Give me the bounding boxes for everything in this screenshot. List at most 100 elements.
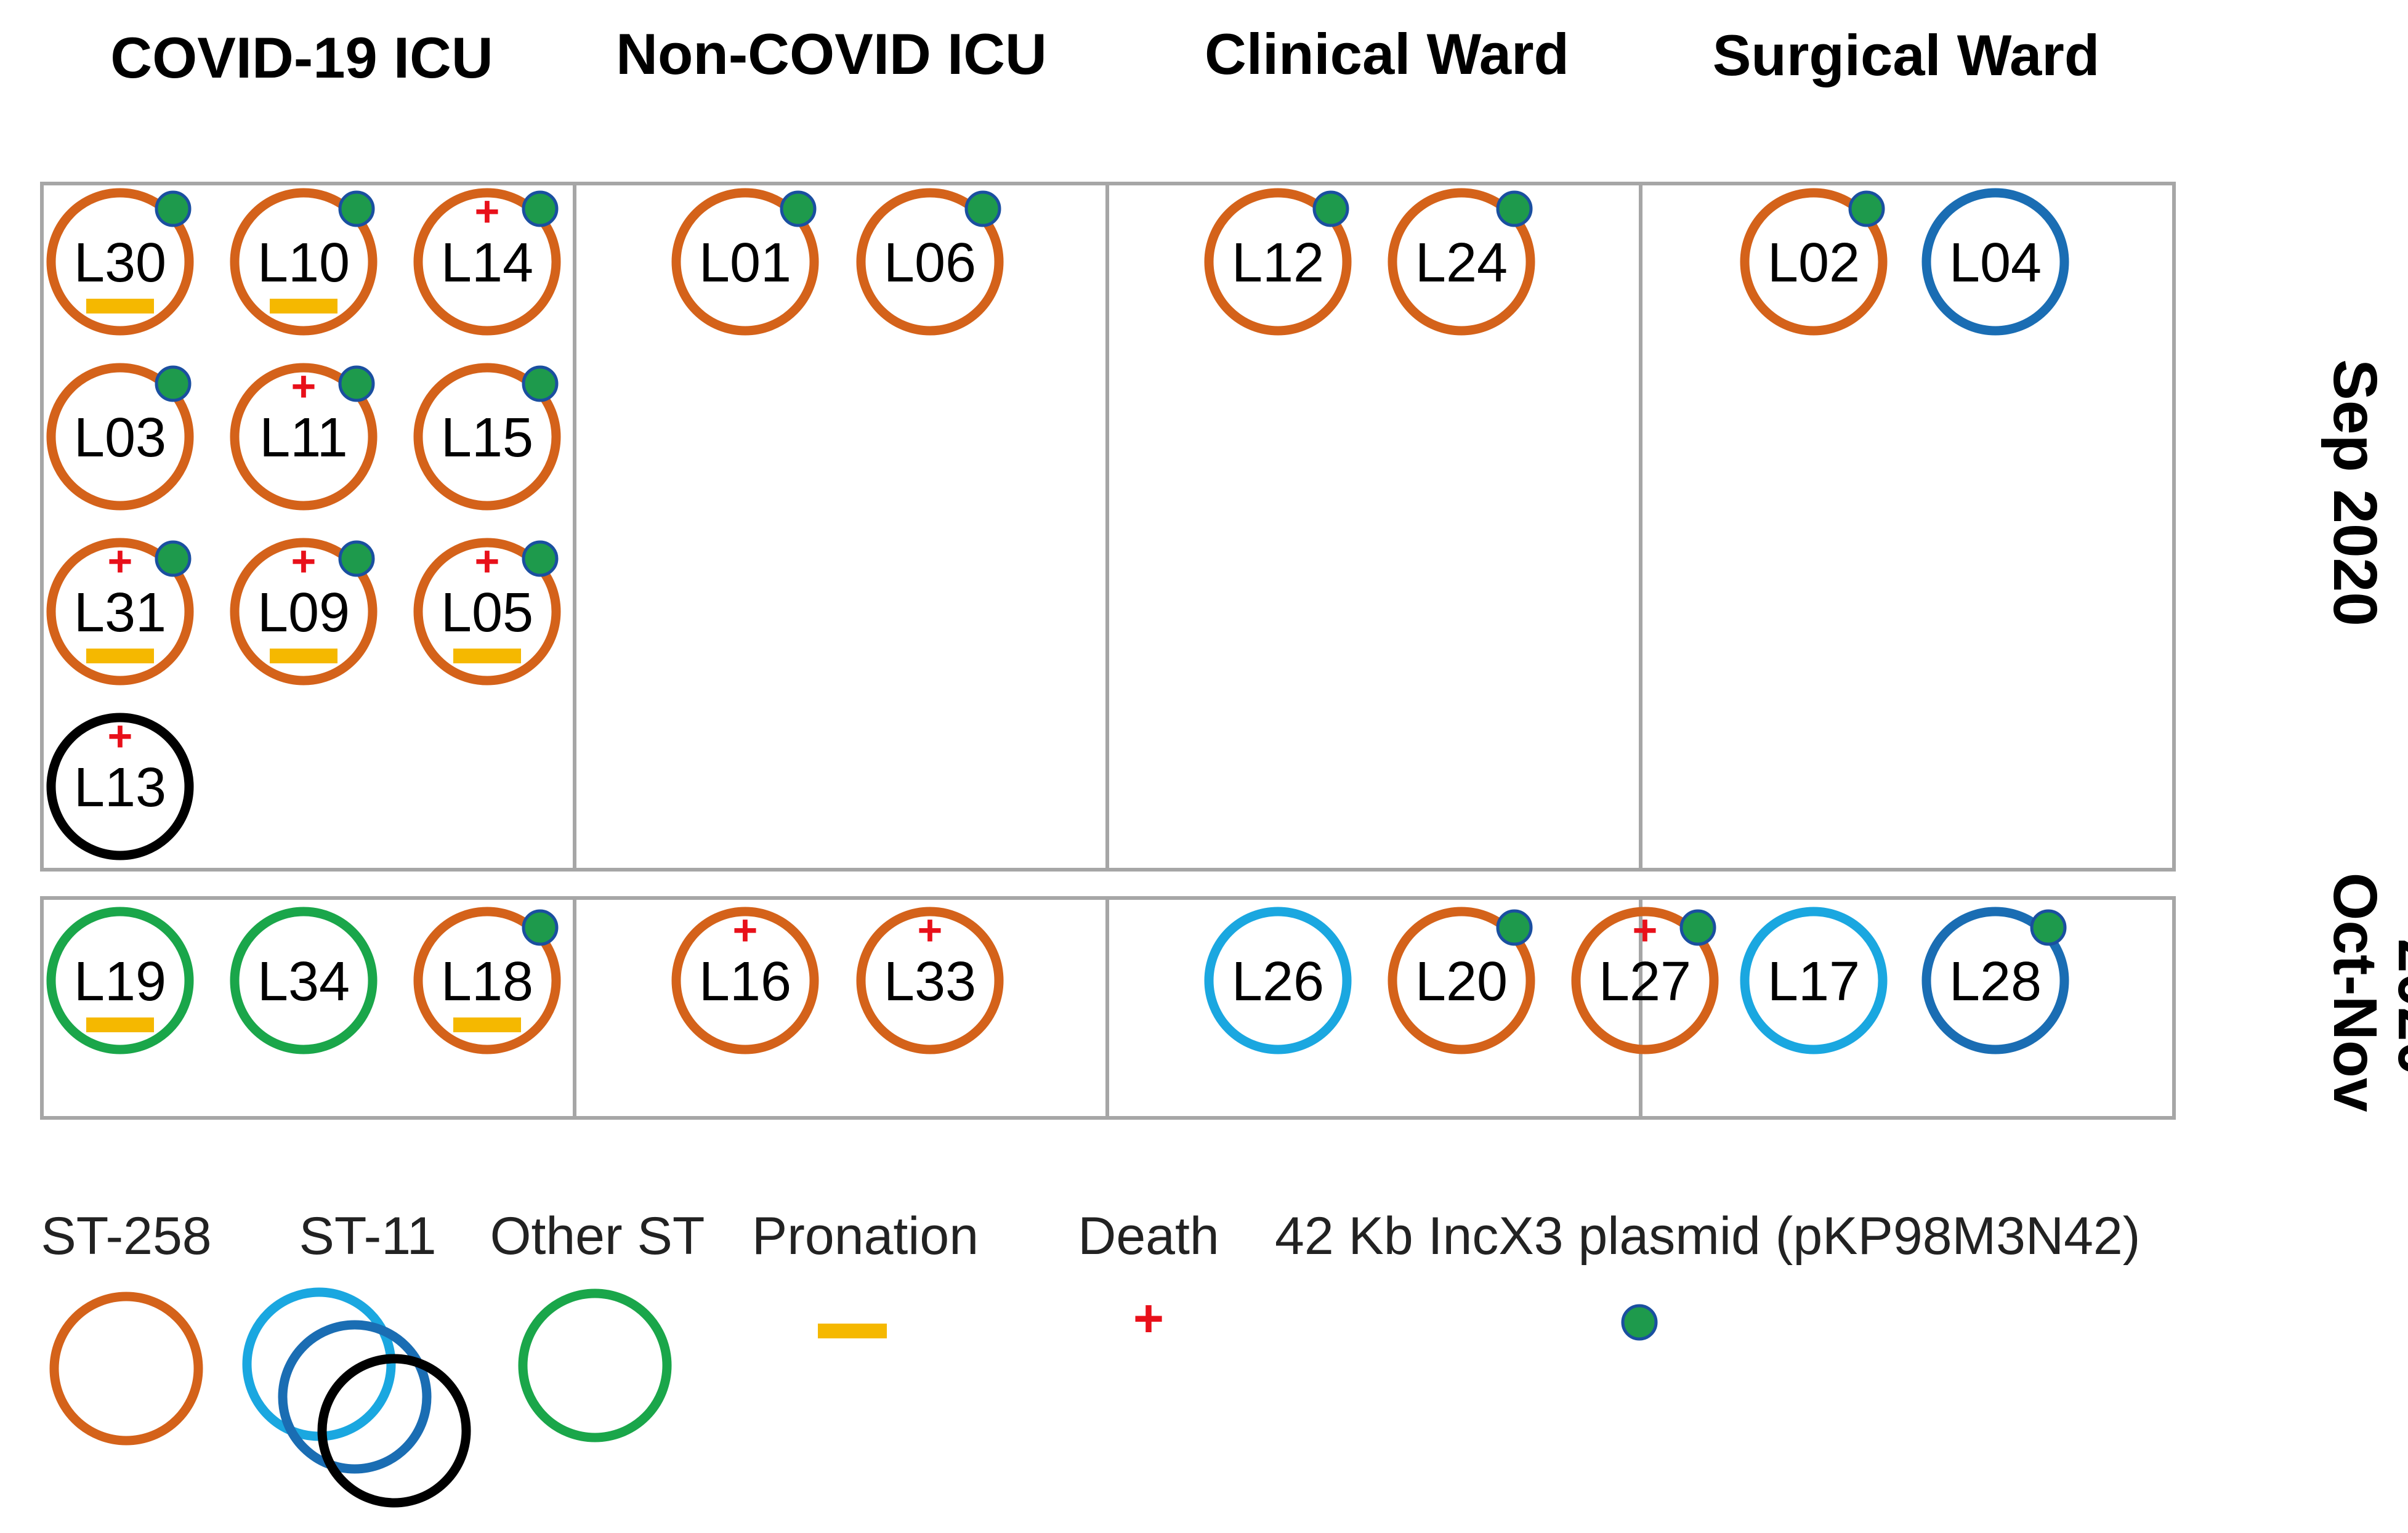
isolate-label: L31	[74, 582, 166, 644]
plasmid-dot-icon	[155, 540, 192, 577]
isolate-label: L33	[884, 951, 976, 1013]
isolate-label: L16	[699, 951, 791, 1013]
legend: ST-258 ST-11 Other ST Pronation Death + …	[41, 1207, 2140, 1508]
legend-pronation-bar	[818, 1324, 887, 1338]
isolate-ring	[1204, 907, 1352, 1054]
isolate-ring	[413, 538, 561, 686]
plasmid-dot-icon	[1679, 909, 1716, 946]
plasmid-dot-icon	[1496, 909, 1533, 946]
plasmid-dot-icon	[1312, 190, 1349, 227]
isolate-ring	[1740, 188, 1888, 336]
death-cross-icon: +	[108, 712, 133, 760]
plasmid-dot-icon	[1848, 190, 1885, 227]
isolate-label: L30	[74, 232, 166, 294]
isolate-l13: L13+	[46, 712, 194, 860]
isolate-ring	[413, 188, 561, 336]
isolate-label: L18	[441, 951, 533, 1013]
legend-plasmid-dot-icon	[1621, 1304, 1658, 1341]
isolate-l03: L03	[46, 363, 194, 511]
isolate-ring	[230, 907, 378, 1054]
legend-st11-mid-ring	[278, 1320, 432, 1474]
plasmid-dot-icon	[2030, 909, 2067, 946]
isolate-l01: L01	[671, 188, 819, 336]
isolate-l28: L28	[1921, 907, 2069, 1054]
isolate-ring	[46, 907, 194, 1054]
isolate-label: L13	[74, 757, 166, 819]
isolate-ring	[1388, 907, 1535, 1054]
legend-st11-label: ST-11	[299, 1207, 436, 1266]
isolate-ring	[230, 538, 378, 686]
isolate-label: L09	[257, 582, 350, 644]
isolate-l19: L19	[46, 907, 194, 1054]
isolate-l02: L02	[1740, 188, 1888, 336]
legend-plasmid-label: 42 Kb IncX3 plasmid (pKP98M3N42)	[1275, 1207, 2140, 1266]
plasmid-dot-icon	[338, 540, 375, 577]
isolate-l27: L27+	[1571, 906, 1719, 1054]
plasmid-dot-icon	[155, 190, 192, 227]
pronation-bar	[86, 299, 154, 313]
pronation-bar	[86, 1017, 154, 1032]
isolate-ring	[1388, 188, 1535, 336]
isolate-ring	[46, 538, 194, 686]
isolate-ring	[230, 363, 378, 511]
isolate-label: L17	[1768, 951, 1860, 1013]
isolate-label: L34	[257, 951, 350, 1013]
legend-st11-dark-ring	[317, 1354, 471, 1508]
isolate-l20: L20	[1388, 907, 1535, 1054]
legend-other-st-label: Other ST	[490, 1207, 705, 1266]
death-cross-icon: +	[475, 537, 500, 585]
death-cross-icon: +	[108, 537, 133, 585]
pronation-bar	[453, 1017, 521, 1032]
isolate-l05: L05+	[413, 537, 561, 686]
legend-death-label: Death	[1078, 1207, 1219, 1266]
death-cross-icon: +	[475, 187, 500, 235]
header-clinical-ward: Clinical Ward	[1205, 22, 1569, 86]
legend-death-cross-icon: +	[1133, 1289, 1164, 1348]
isolate-ring	[230, 188, 378, 336]
isolate-ring	[671, 188, 819, 336]
plasmid-dot-icon	[522, 909, 559, 946]
isolate-ring	[46, 363, 194, 511]
period-label-oct-nov-2020: Oct-Nov 2020	[2321, 873, 2408, 1130]
plasmid-dot-icon	[1496, 190, 1533, 227]
death-cross-icon: +	[291, 362, 317, 410]
isolate-label: L10	[257, 232, 350, 294]
isolate-label: L06	[884, 232, 976, 294]
isolate-ring	[46, 188, 194, 336]
period-label-sep-2020: Sep 2020	[2321, 359, 2390, 626]
isolate-l34: L34	[230, 907, 378, 1054]
plasmid-dot-icon	[522, 190, 559, 227]
isolate-ring	[671, 907, 819, 1054]
death-cross-icon: +	[733, 906, 758, 954]
pronation-bar	[270, 649, 337, 663]
header-surgical-ward: Surgical Ward	[1713, 23, 2100, 87]
header-covid-icu: COVID-19 ICU	[110, 25, 493, 90]
isolate-ring	[1571, 907, 1719, 1054]
legend-st258-label: ST-258	[41, 1207, 211, 1266]
isolate-label: L19	[74, 951, 166, 1013]
isolate-ring	[856, 907, 1004, 1054]
isolate-label: L14	[441, 232, 533, 294]
isolate-l17: L17	[1740, 907, 1888, 1054]
isolate-ring	[1204, 188, 1352, 336]
isolate-l04: L04	[1921, 188, 2069, 336]
isolate-l24: L24	[1388, 188, 1535, 336]
isolate-l14: L14+	[413, 187, 561, 336]
isolate-label: L28	[1949, 951, 2042, 1013]
isolate-label: L04	[1949, 232, 2042, 294]
plasmid-dot-icon	[964, 190, 1001, 227]
plasmid-dot-icon	[522, 540, 559, 577]
isolate-label: L26	[1232, 951, 1324, 1013]
isolate-ring	[1921, 907, 2069, 1054]
isolate-ring	[1921, 188, 2069, 336]
isolate-l16: L16+	[671, 906, 819, 1054]
period-label-oct-nov-line1: Oct-Nov	[2321, 873, 2390, 1112]
isolate-l11: L11+	[230, 362, 378, 511]
isolate-l15: L15	[413, 363, 561, 511]
isolate-ring	[46, 713, 194, 860]
isolate-label: L15	[441, 407, 533, 469]
pronation-bar	[453, 649, 521, 663]
isolate-label: L24	[1415, 232, 1508, 294]
pronation-bar	[270, 299, 337, 313]
